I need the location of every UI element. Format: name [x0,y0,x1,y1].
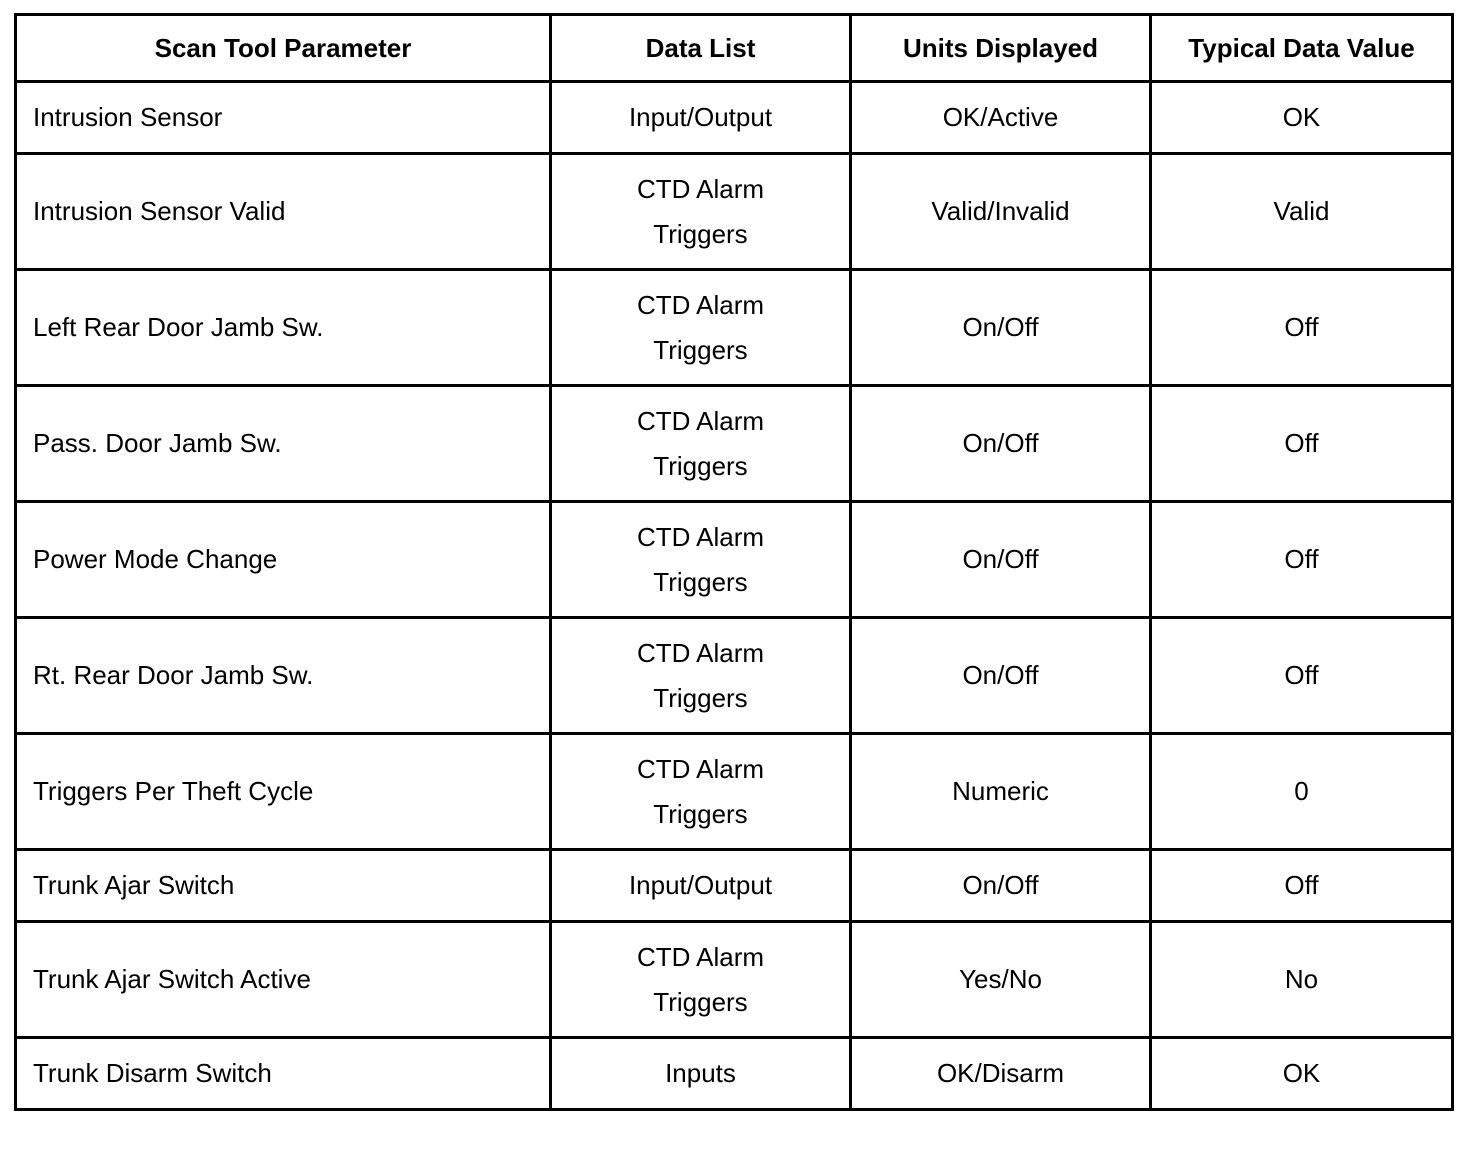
table-row: Left Rear Door Jamb Sw. CTD Alarm Trigger… [14,268,1454,387]
units-cell: OK/Disarm [849,1036,1152,1111]
units-cell: On/Off [849,384,1152,503]
data-list-cell: Inputs [549,1036,852,1111]
parameter-cell: Pass. Door Jamb Sw. [14,384,552,503]
units-cell: OK/Active [849,80,1152,155]
typical-value-cell: OK [1149,80,1454,155]
units-cell: On/Off [849,500,1152,619]
parameter-cell: Trunk Ajar Switch [14,848,552,923]
header-data-list: Data List [549,13,852,83]
parameter-cell: Rt. Rear Door Jamb Sw. [14,616,552,735]
data-list-cell: CTD Alarm Triggers [549,920,852,1039]
data-list-cell: CTD Alarm Triggers [549,732,852,851]
table-row: Intrusion Sensor Valid CTD Alarm Triggers… [14,152,1454,271]
data-list-cell: Input/Output [549,80,852,155]
units-cell: On/Off [849,268,1152,387]
typical-value-cell: 0 [1149,732,1454,851]
parameter-cell: Intrusion Sensor [14,80,552,155]
data-list-cell: Input/Output [549,848,852,923]
table-row: Power Mode Change CTD Alarm Triggers On/Of… [14,500,1454,619]
units-cell: On/Off [849,848,1152,923]
parameter-cell: Power Mode Change [14,500,552,619]
typical-value-cell: Off [1149,848,1454,923]
typical-value-cell: Valid [1149,152,1454,271]
typical-value-cell: No [1149,920,1454,1039]
table-row: Trunk Disarm Switch Inputs OK/Disarm OK [14,1036,1454,1111]
table-row: Trunk Ajar Switch Active CTD Alarm Trigge… [14,920,1454,1039]
data-list-cell: CTD Alarm Triggers [549,616,852,735]
typical-value-cell: Off [1149,268,1454,387]
data-list-cell: CTD Alarm Triggers [549,152,852,271]
data-list-cell: CTD Alarm Triggers [549,384,852,503]
data-list-cell: CTD Alarm Triggers [549,268,852,387]
parameter-cell: Trunk Disarm Switch [14,1036,552,1111]
scan-tool-parameter-table: Scan Tool Parameter Data List Units Disp… [14,13,1454,1111]
units-cell: Valid/Invalid [849,152,1152,271]
table-row: Triggers Per Theft Cycle CTD Alarm Trigge… [14,732,1454,851]
units-cell: Yes/No [849,920,1152,1039]
header-typical-data-value: Typical Data Value [1149,13,1454,83]
table-row: Pass. Door Jamb Sw. CTD Alarm Triggers On/… [14,384,1454,503]
parameter-cell: Left Rear Door Jamb Sw. [14,268,552,387]
data-list-cell: CTD Alarm Triggers [549,500,852,619]
typical-value-cell: OK [1149,1036,1454,1111]
units-cell: On/Off [849,616,1152,735]
header-scan-tool-parameter: Scan Tool Parameter [14,13,552,83]
parameter-cell: Triggers Per Theft Cycle [14,732,552,851]
units-cell: Numeric [849,732,1152,851]
typical-value-cell: Off [1149,384,1454,503]
parameter-cell: Intrusion Sensor Valid [14,152,552,271]
header-units-displayed: Units Displayed [849,13,1152,83]
typical-value-cell: Off [1149,616,1454,735]
table-row: Trunk Ajar Switch Input/Output On/Off Off [14,848,1454,923]
table-row: Rt. Rear Door Jamb Sw. CTD Alarm Triggers… [14,616,1454,735]
table-row: Intrusion Sensor Input/Output OK/Active OK [14,80,1454,155]
parameter-cell: Trunk Ajar Switch Active [14,920,552,1039]
typical-value-cell: Off [1149,500,1454,619]
header-row: Scan Tool Parameter Data List Units Disp… [14,13,1454,83]
